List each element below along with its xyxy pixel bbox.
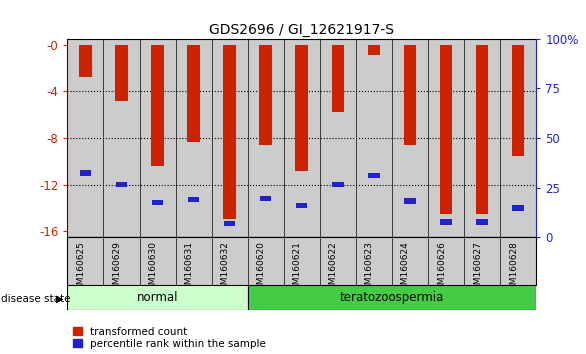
Bar [188, 45, 200, 142]
Bar [368, 173, 380, 178]
Text: GSM160631: GSM160631 [185, 241, 193, 296]
Bar [500, 39, 536, 237]
Bar [223, 45, 236, 218]
Bar [404, 45, 416, 145]
Bar [67, 39, 104, 237]
Bar [151, 45, 164, 166]
Text: GSM160623: GSM160623 [365, 241, 374, 296]
Text: normal: normal [137, 291, 178, 304]
Bar [248, 39, 284, 237]
Title: GDS2696 / GI_12621917-S: GDS2696 / GI_12621917-S [209, 23, 394, 36]
Bar [513, 205, 524, 211]
Bar [152, 200, 163, 205]
Bar [476, 45, 488, 214]
Bar [476, 219, 488, 225]
Bar [296, 203, 308, 208]
Text: GSM160621: GSM160621 [293, 241, 302, 296]
Bar [332, 45, 344, 113]
Bar [188, 197, 199, 202]
Text: GSM160629: GSM160629 [113, 241, 121, 296]
Bar [67, 285, 248, 310]
Bar [356, 39, 392, 237]
Bar [295, 45, 308, 171]
Text: disease state: disease state [1, 294, 71, 304]
Bar [79, 45, 92, 78]
Legend: transformed count, percentile rank within the sample: transformed count, percentile rank withi… [73, 327, 266, 349]
Bar [440, 45, 452, 214]
Text: GSM160627: GSM160627 [473, 241, 482, 296]
Bar [116, 182, 127, 187]
Bar [224, 221, 236, 226]
Bar [464, 39, 500, 237]
Bar [260, 45, 272, 145]
Bar [176, 39, 212, 237]
Bar [367, 45, 380, 55]
Bar [80, 170, 91, 176]
Text: GSM160625: GSM160625 [76, 241, 86, 296]
Text: GSM160626: GSM160626 [437, 241, 446, 296]
Bar [332, 182, 343, 187]
Bar [284, 39, 320, 237]
Text: GSM160624: GSM160624 [401, 241, 410, 296]
Bar [440, 219, 452, 225]
Text: GSM160628: GSM160628 [509, 241, 518, 296]
Bar [260, 196, 271, 201]
Text: GSM160630: GSM160630 [148, 241, 158, 296]
Text: GSM160620: GSM160620 [257, 241, 265, 296]
Bar [248, 285, 536, 310]
Bar [392, 39, 428, 237]
Bar [139, 39, 176, 237]
Bar [115, 45, 128, 101]
Text: GSM160622: GSM160622 [329, 241, 338, 296]
Bar [404, 198, 415, 204]
Text: teratozoospermia: teratozoospermia [340, 291, 444, 304]
Bar [212, 39, 248, 237]
Text: GSM160632: GSM160632 [221, 241, 230, 296]
Bar [320, 39, 356, 237]
Bar [428, 39, 464, 237]
Bar [104, 39, 139, 237]
Text: ▶: ▶ [56, 294, 64, 304]
Bar [512, 45, 524, 155]
